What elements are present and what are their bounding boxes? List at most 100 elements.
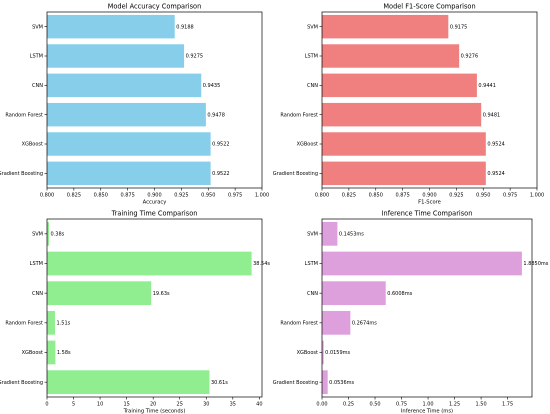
x-tick-label: 0.875	[395, 193, 409, 199]
y-tick-label: LSTM	[30, 54, 43, 60]
x-tick-label: 0.75	[396, 402, 407, 408]
bar	[322, 281, 386, 306]
y-tick-label: XGBoost	[297, 350, 318, 356]
bar	[47, 44, 185, 68]
data-label: 0.9522	[212, 142, 230, 148]
x-tick-label: 0.950	[476, 193, 490, 199]
bar	[47, 221, 50, 246]
data-label: 0.9188	[176, 24, 194, 30]
data-label: 0.9478	[207, 112, 225, 118]
y-tick-label: Gradient Boosting	[273, 171, 318, 177]
data-label: 0.9481	[483, 112, 501, 118]
y-tick-label: LSTM	[30, 261, 43, 267]
data-label: 0.9435	[203, 83, 221, 89]
data-label: 0.0159ms	[325, 350, 350, 356]
data-label: 0.9441	[478, 83, 496, 89]
y-tick-label: SVM	[307, 24, 318, 30]
data-label: 1.51s	[57, 321, 71, 327]
y-tick-label: Random Forest	[5, 112, 43, 118]
data-label: 0.1453ms	[339, 232, 364, 238]
data-label: 30.61s	[211, 380, 228, 386]
plot-frame	[321, 218, 533, 398]
x-tick-label: 0.800	[315, 193, 329, 199]
y-tick-label: SVM	[32, 24, 43, 30]
x-axis-label: Accuracy	[143, 200, 167, 206]
chart-title: Inference Time Comparison	[382, 210, 473, 218]
bar	[322, 221, 338, 246]
x-tick-label: 0.00	[316, 402, 327, 408]
data-label: 0.9276	[461, 54, 479, 60]
data-label: 0.9524	[487, 142, 505, 148]
bar	[322, 14, 449, 39]
x-tick-label: 1.000	[530, 193, 544, 199]
x-tick-label: 0.925	[174, 193, 188, 199]
x-tick-label: 0.900	[422, 193, 436, 199]
bar	[47, 310, 56, 335]
x-axis-label: F1-Score	[418, 200, 441, 206]
data-label: 1.58s	[57, 350, 71, 356]
x-tick-label: 0.950	[201, 193, 215, 199]
x-tick-label: 10	[97, 402, 103, 408]
bar	[322, 161, 486, 186]
x-tick-label: 0.875	[120, 193, 134, 199]
x-tick-label: 1.00	[422, 402, 433, 408]
x-tick-label: 40	[256, 402, 262, 408]
x-tick-label: 5	[72, 402, 75, 408]
bar	[322, 44, 460, 68]
x-tick-label: 0.900	[147, 193, 161, 199]
x-tick-label: 1.000	[255, 193, 269, 199]
data-label: 0.9175	[450, 24, 468, 30]
bar	[47, 102, 206, 127]
y-tick-label: Gradient Boosting	[0, 171, 43, 177]
y-tick-label: Random Forest	[5, 321, 43, 327]
x-tick-label: 0.25	[343, 402, 354, 408]
plot-frame	[46, 218, 263, 398]
y-tick-label: LSTM	[305, 261, 318, 267]
chart-title: Training Time Comparison	[111, 210, 198, 218]
bar	[47, 370, 210, 395]
x-tick-label: 0.850	[94, 193, 108, 199]
x-tick-label: 30	[203, 402, 209, 408]
bar	[47, 251, 252, 276]
y-tick-label: CNN	[307, 291, 318, 297]
y-tick-label: XGBoost	[22, 350, 43, 356]
bar	[322, 251, 522, 276]
x-tick-label: 0.825	[67, 193, 81, 199]
data-label: 1.8850ms	[523, 261, 548, 267]
x-tick-label: 0.925	[449, 193, 463, 199]
bar	[47, 14, 175, 39]
y-tick-label: SVM	[307, 232, 318, 238]
x-tick-label: 0.50	[369, 402, 380, 408]
bar	[47, 161, 211, 186]
x-tick-label: 20	[150, 402, 156, 408]
y-tick-label: Random Forest	[280, 321, 318, 327]
bar	[47, 73, 202, 98]
x-tick-label: 1.75	[502, 402, 513, 408]
x-axis-label: Inference Time (ms)	[401, 409, 453, 414]
y-tick-label: Random Forest	[280, 112, 318, 118]
y-tick-label: XGBoost	[297, 142, 318, 148]
data-label: 0.38s	[51, 232, 65, 238]
data-label: 0.9524	[487, 171, 505, 177]
x-tick-label: 0.975	[228, 193, 242, 199]
x-tick-label: 0.975	[503, 193, 517, 199]
y-tick-label: Gradient Boosting	[273, 380, 318, 386]
bar	[322, 370, 328, 395]
chart-title: Model F1-Score Comparison	[383, 3, 475, 11]
bar	[47, 281, 152, 306]
data-label: 0.6008ms	[387, 291, 412, 297]
chart-title: Model Accuracy Comparison	[108, 3, 202, 11]
y-tick-label: LSTM	[305, 54, 318, 60]
y-tick-label: XGBoost	[22, 142, 43, 148]
x-tick-label: 0	[45, 402, 48, 408]
f1-score-chart: Model F1-Score Comparison SVM 0.9175 LSTM 0.…	[273, 3, 544, 206]
x-tick-label: 0.800	[40, 193, 54, 199]
data-label: 0.9522	[212, 171, 230, 177]
x-axis-label: Training Time (seconds)	[123, 409, 186, 414]
bar	[322, 310, 351, 335]
x-tick-label: 15	[123, 402, 129, 408]
x-tick-label: 1.25	[449, 402, 460, 408]
